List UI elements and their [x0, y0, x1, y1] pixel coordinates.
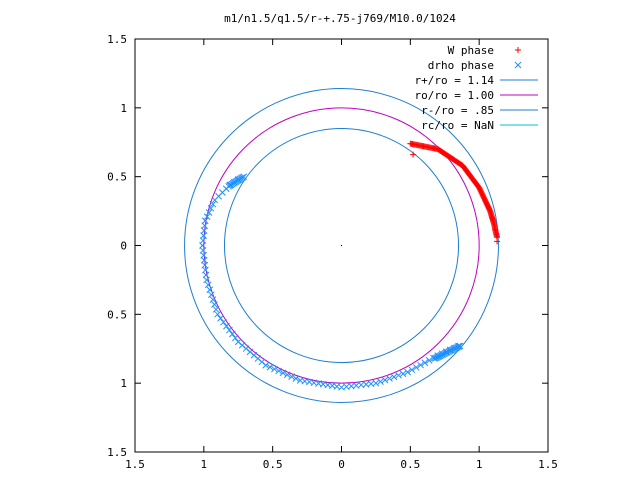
- legend-label: ro/ro = 1.00: [415, 89, 494, 102]
- drho-phase-point: [209, 296, 217, 303]
- drho-phase-point: [211, 301, 218, 308]
- legend-label: r-/ro = .85: [421, 104, 494, 117]
- drho-phase-point: [207, 291, 215, 299]
- w-phase-point: [410, 151, 417, 158]
- drho-phase-point: [271, 365, 278, 373]
- legend-label: r+/ro = 1.14: [415, 74, 495, 87]
- legend: W phase drho phase r+/ro = 1.14 ro/ro = 1.0…: [415, 44, 538, 132]
- circle-2: [223, 127, 460, 364]
- drho-phase-point: [205, 209, 213, 216]
- drho-phase-point: [430, 354, 437, 362]
- y-tick-label: 0.5: [107, 308, 127, 321]
- x-tick-label: 1: [476, 458, 483, 471]
- drho-phase-point: [417, 361, 424, 369]
- drho-phase-point: [209, 200, 217, 208]
- drho-phase-point: [425, 356, 433, 364]
- drho-phase-point: [214, 310, 221, 318]
- drho-phase-point: [212, 306, 220, 313]
- w-phase-point: [407, 140, 414, 147]
- drho-phase-point: [220, 318, 227, 326]
- drho-phase-point: [262, 361, 270, 369]
- circle-0: [184, 88, 499, 403]
- drho-phase-point: [377, 378, 384, 385]
- drho-phase-point: [206, 286, 214, 294]
- legend-label: drho phase: [428, 59, 494, 72]
- drho-phase-point: [386, 375, 393, 382]
- legend-label: W phase: [448, 44, 494, 57]
- drho-phase-point: [279, 369, 287, 377]
- y-tick-label: 0.5: [107, 171, 127, 184]
- drho-phase-point: [204, 281, 212, 289]
- x-tick-label: 0: [338, 458, 345, 471]
- x-tick-label: 1.5: [125, 458, 145, 471]
- y-tick-label: 1: [120, 102, 127, 115]
- drho-phase-point: [390, 373, 398, 381]
- drho-phase-point: [207, 204, 215, 212]
- drho-phase-point: [203, 276, 210, 284]
- x-tick-label: 0.5: [400, 458, 420, 471]
- x-tick-label: 1.5: [538, 458, 558, 471]
- drho-phase-point: [217, 314, 224, 322]
- phase-points: [199, 140, 501, 391]
- x-tick-label: 1: [201, 458, 208, 471]
- legend-marker: [514, 61, 522, 69]
- drho-phase-point: [266, 363, 274, 371]
- drho-phase-point: [412, 364, 420, 371]
- drho-phase-point: [292, 375, 300, 382]
- w-phase-point: [515, 47, 521, 53]
- y-tick-label: 0: [120, 240, 127, 253]
- drho-phase-point: [404, 368, 411, 376]
- axis-ticks: 1.5 1 0.5 0 0.5 1 1.51.510.500.511.5: [107, 33, 558, 471]
- drho-phase-point: [225, 182, 232, 190]
- y-tick-label: 1.5: [107, 446, 127, 459]
- x-tick-label: 0.5: [263, 458, 283, 471]
- drho-phase-point: [456, 342, 464, 350]
- drho-phase-point: [275, 367, 283, 375]
- legend-label: rc/ro = NaN: [421, 119, 494, 132]
- y-tick-label: 1: [120, 377, 127, 390]
- drho-phase-point: [381, 376, 389, 384]
- drho-phase-point: [223, 322, 230, 330]
- drho-phase-point: [228, 330, 236, 338]
- drho-phase-point: [395, 371, 402, 379]
- drho-phase-point: [399, 370, 407, 378]
- origin-point: [340, 244, 343, 247]
- chart-title: m1/n1.5/q1.5/r-+.75-j769/M10.0/1024: [224, 12, 456, 25]
- circle-1: [203, 107, 480, 384]
- radius-circles: [184, 88, 499, 403]
- drho-phase-point: [283, 371, 291, 379]
- drho-phase-point: [226, 326, 233, 334]
- drho-phase-point: [203, 213, 211, 220]
- w-phase-point: [494, 238, 501, 245]
- y-tick-label: 1.5: [107, 33, 127, 46]
- drho-phase-point: [211, 196, 219, 204]
- drho-phase-point: [231, 334, 239, 342]
- drho-phase-point: [421, 359, 429, 367]
- drho-phase-point: [372, 379, 380, 387]
- drho-phase-point: [288, 373, 295, 380]
- drho-phase-point: [408, 366, 416, 374]
